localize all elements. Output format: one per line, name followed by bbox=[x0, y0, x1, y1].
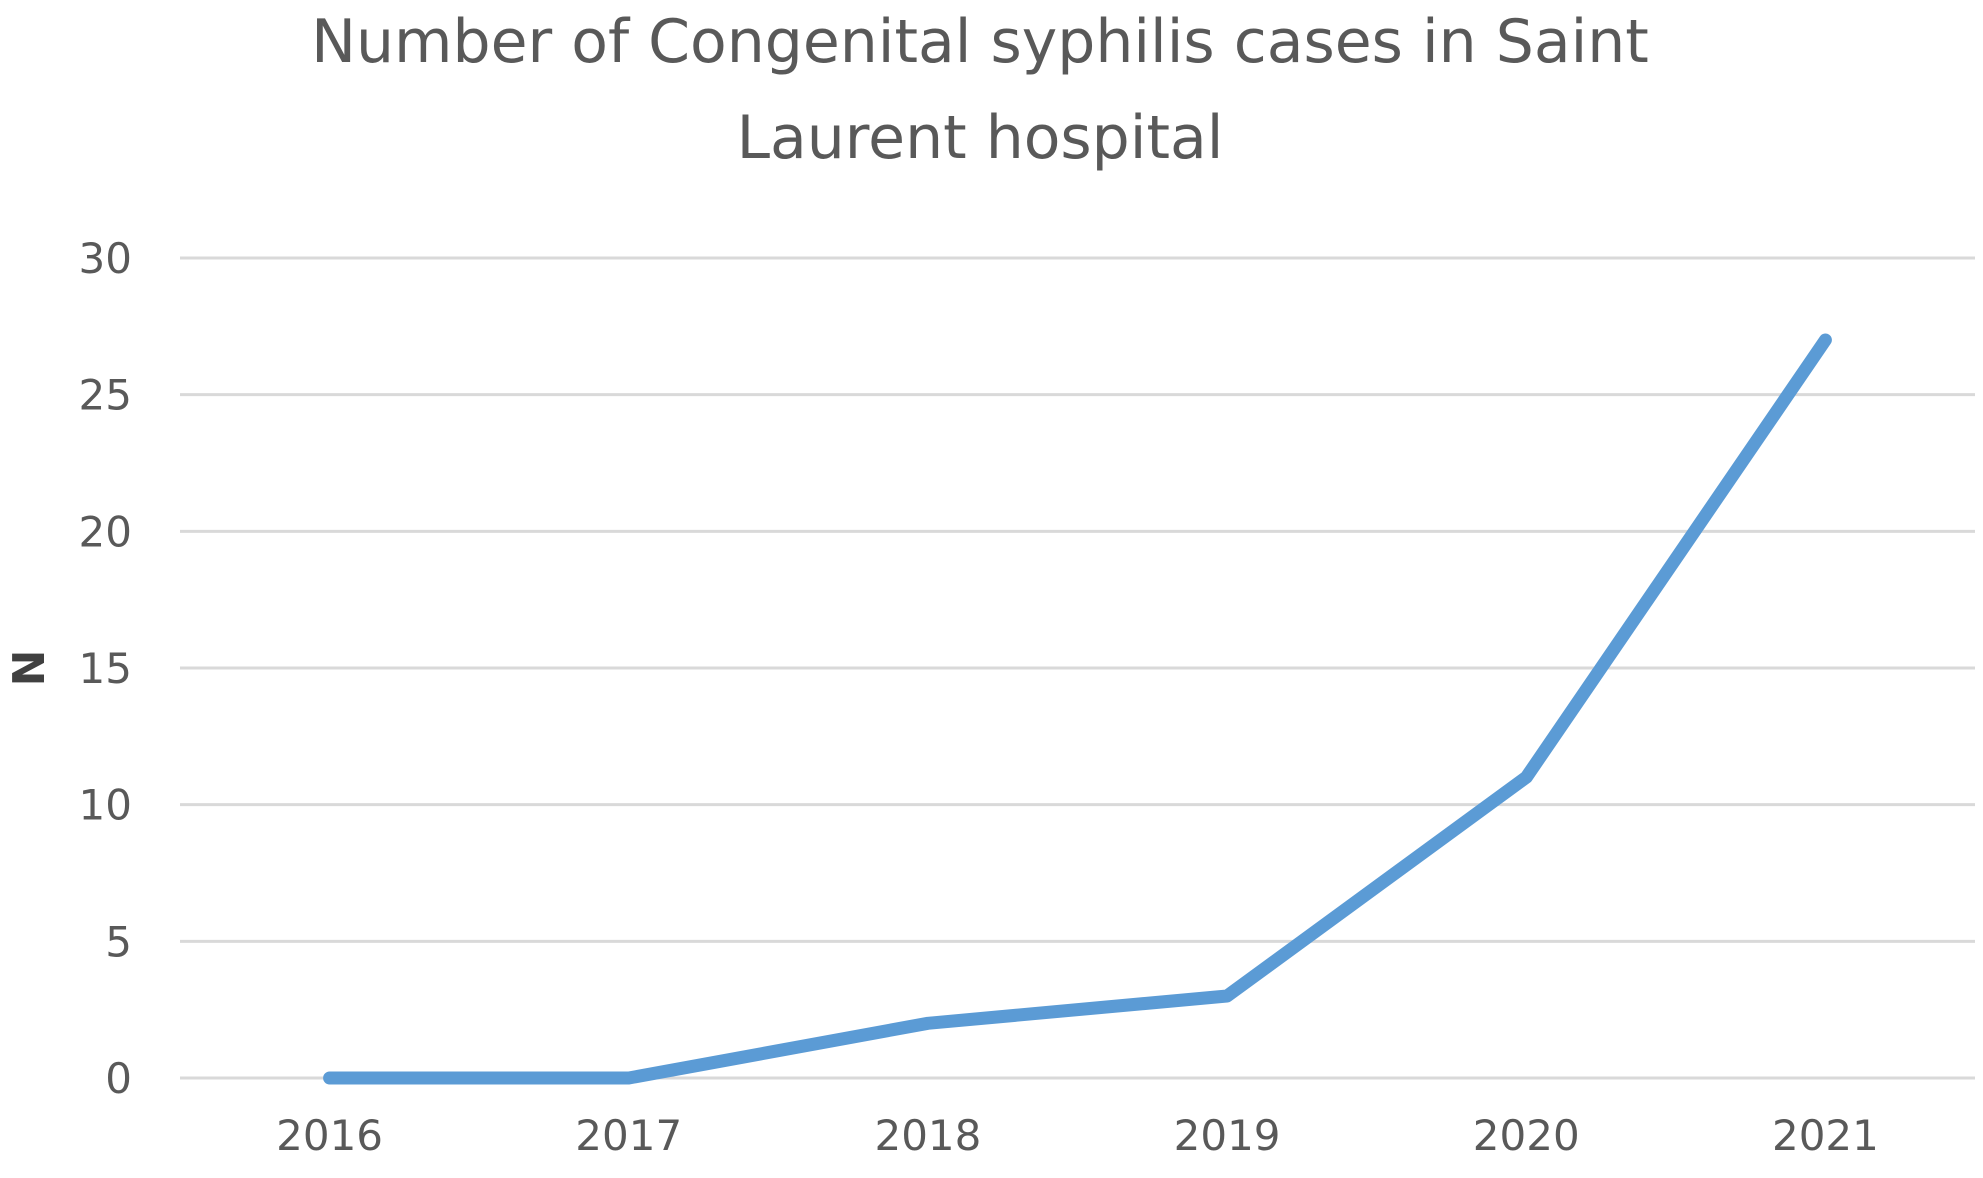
y-tick-label-15: 15 bbox=[79, 644, 132, 693]
x-tick-label-2020: 2020 bbox=[1473, 1111, 1580, 1160]
x-tick-label-2016: 2016 bbox=[276, 1111, 383, 1160]
x-tick-label-2017: 2017 bbox=[575, 1111, 682, 1160]
y-tick-label-30: 30 bbox=[79, 234, 132, 283]
series-line-0 bbox=[323, 333, 1832, 1085]
y-axis-label: N bbox=[4, 650, 55, 687]
x-axis-ticks: 2016 2017 2018 2019 2020 2021 bbox=[276, 1111, 1879, 1160]
y-tick-label-20: 20 bbox=[79, 507, 132, 556]
y-tick-label-10: 10 bbox=[79, 781, 132, 830]
y-tick-label-5: 5 bbox=[105, 917, 132, 966]
chart-title-line-1: Number of Congenital syphilis cases in S… bbox=[311, 7, 1649, 77]
series-layer bbox=[323, 333, 1832, 1085]
y-tick-label-25: 25 bbox=[79, 371, 132, 420]
x-tick-label-2018: 2018 bbox=[874, 1111, 981, 1160]
y-axis-ticks: 0 5 10 15 20 25 30 bbox=[79, 234, 132, 1103]
x-tick-label-2019: 2019 bbox=[1174, 1111, 1281, 1160]
gridlines bbox=[180, 256, 1975, 1080]
chart-title-line-2: Laurent hospital bbox=[737, 103, 1224, 173]
y-tick-label-0: 0 bbox=[105, 1054, 132, 1103]
x-tick-label-2021: 2021 bbox=[1772, 1111, 1879, 1160]
